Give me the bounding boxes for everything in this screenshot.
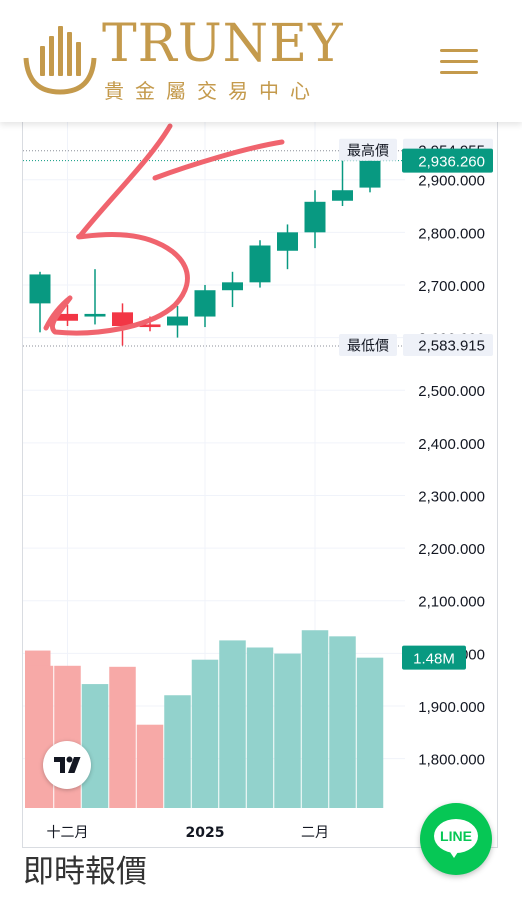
low-price-value: 2,583.915 <box>418 338 485 355</box>
volume-bar <box>329 636 356 808</box>
time-tick-label: 2025 <box>186 825 225 841</box>
chat-bubble-icon <box>434 819 478 853</box>
price-tick-label: 2,400.000 <box>418 436 485 453</box>
price-tick-label: 2,700.000 <box>418 278 485 295</box>
candle-body <box>304 201 326 233</box>
candle-body <box>139 324 161 328</box>
volume-bar <box>219 640 246 808</box>
volume-bar <box>26 665 54 808</box>
time-tick-label: 二月 <box>301 825 329 841</box>
candle-body <box>84 313 106 317</box>
candle-body <box>249 245 271 283</box>
price-tick-label: 2,500.000 <box>418 383 485 400</box>
volume-bar <box>109 666 136 808</box>
brand-name[interactable]: TRUNEY <box>102 14 344 74</box>
low-price-value-bg <box>403 334 493 357</box>
chart-frame <box>22 122 498 848</box>
hamburger-menu-icon[interactable] <box>440 45 480 79</box>
volume-bar <box>301 630 329 808</box>
line-button-label: LINE <box>440 828 472 844</box>
price-axis: 1,800.0001,900.0002,000.0002,100.0002,20… <box>418 173 485 769</box>
last-price-value: 2,936.260 <box>418 154 485 171</box>
volume-badge <box>402 645 466 670</box>
candle-body <box>167 316 188 326</box>
candle-body <box>222 282 243 291</box>
price-tick-label: 2,900.000 <box>418 173 485 190</box>
volume-bar <box>136 724 164 808</box>
tradingview-logo-icon[interactable] <box>43 741 91 789</box>
price-tick-label: 1,800.000 <box>418 752 485 769</box>
time-tick-label: 十二月 <box>47 825 89 841</box>
price-tick-label: 2,100.000 <box>418 594 485 611</box>
volume-bar <box>191 659 219 808</box>
candle-body <box>29 274 51 304</box>
section-title: 即時報價 <box>23 854 147 890</box>
volume-bar <box>356 657 384 808</box>
low-price-label: 最低價 <box>347 338 389 355</box>
high-price-label: 最高價 <box>347 142 389 159</box>
handwritten-annotation <box>43 123 190 336</box>
price-tick-label: 1,900.000 <box>418 699 485 716</box>
price-tick-label: 2,300.000 <box>418 488 485 505</box>
volume-bar <box>246 647 274 808</box>
handwritten-annotation-stroke <box>152 139 285 181</box>
truney-logo-icon[interactable] <box>22 22 98 96</box>
candle-body <box>57 313 78 321</box>
time-axis: 十二月 2025 二月 <box>47 825 330 841</box>
low-price-label-bg <box>339 334 397 357</box>
line-chat-button[interactable]: LINE <box>420 803 492 875</box>
candle-body <box>332 190 353 201</box>
candle-body <box>194 290 216 317</box>
volume-bar <box>164 695 191 808</box>
volume-bar <box>81 684 109 808</box>
volume-bar <box>274 653 301 808</box>
candle-body <box>112 312 133 327</box>
price-tick-label: 2,800.000 <box>418 225 485 242</box>
volume-badge-value: 1.48M <box>413 651 455 668</box>
price-tick-label: 2,200.000 <box>418 541 485 558</box>
high-price-label-bg <box>339 138 397 161</box>
last-price-badge <box>402 148 493 173</box>
candle-body <box>359 160 381 188</box>
brand-subtitle: 貴金屬交易中心 <box>104 79 321 103</box>
candle-body <box>277 232 298 251</box>
site-header: TRUNEY 貴金屬交易中心 <box>0 0 522 122</box>
